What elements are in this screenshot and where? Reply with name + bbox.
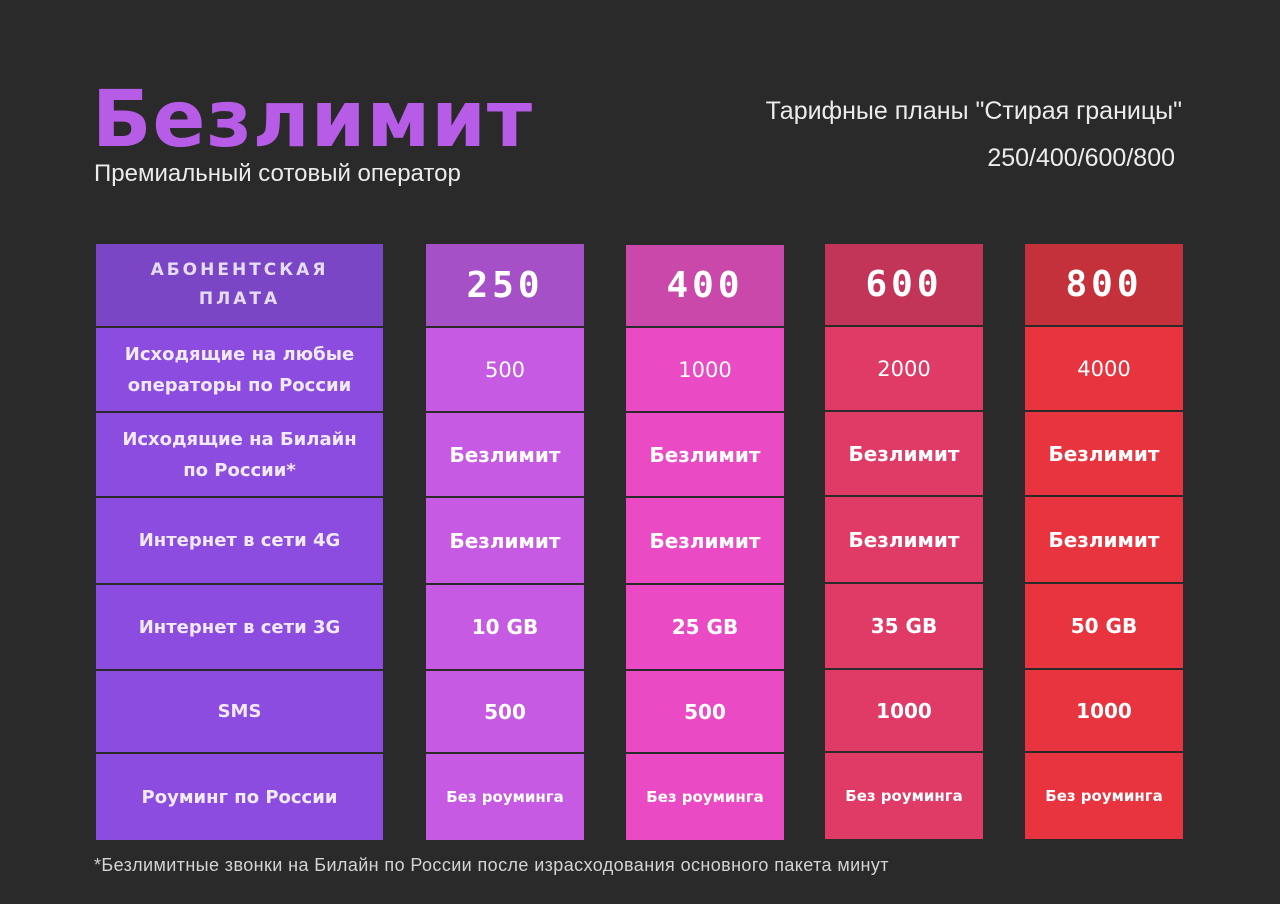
plan-cell: Без роуминга [426, 754, 584, 840]
label-outgoing-any: Исходящие на любые операторы по России [124, 343, 355, 396]
plan-column-250[interactable]: 250 500 Безлимит Безлимит 10 GB 500 Без … [426, 244, 584, 840]
label-cell: SMS [96, 671, 383, 752]
footnote: *Безлимитные звонки на Билайн по России … [94, 855, 889, 875]
plan-value-internet-4g: Безлимит [848, 527, 960, 552]
plan-cell: Безлимит [1025, 412, 1183, 495]
plan-value-internet-3g: 50 GB [1070, 614, 1138, 638]
plan-cell: Безлимит [426, 413, 584, 496]
plan-value-outgoing-any: 4000 [1077, 356, 1131, 381]
plan-price: 400 [666, 265, 744, 306]
plan-value-outgoing-beeline: Безлимит [848, 441, 960, 466]
plan-cell: 35 GB [825, 584, 983, 668]
labels-column: АБОНЕНТСКАЯ ПЛАТА Исходящие на любые опе… [96, 244, 383, 840]
plan-cell: 4000 [1025, 327, 1183, 410]
plan-value-outgoing-beeline: Безлимит [649, 442, 761, 467]
plan-column-400[interactable]: 400 1000 Безлимит Безлимит 25 GB 500 Без… [626, 245, 784, 840]
label-cell: Исходящие на Билайн по России* [96, 413, 383, 496]
labels-header-cell: АБОНЕНТСКАЯ ПЛАТА [96, 244, 383, 326]
plan-price: 600 [865, 264, 943, 305]
plan-value-internet-4g: Безлимит [649, 528, 761, 553]
plan-cell: 500 [626, 671, 784, 752]
plan-value-outgoing-any: 1000 [678, 357, 732, 382]
labels-header-text: АБОНЕНТСКАЯ ПЛАТА [150, 260, 329, 309]
plan-cell: Безлимит [825, 412, 983, 495]
plan-cell: 2000 [825, 327, 983, 410]
plan-cell: Безлимит [426, 498, 584, 583]
plans-title: Тарифные планы "Стирая границы" [765, 97, 1182, 125]
plan-header-cell[interactable]: 600 [825, 244, 983, 325]
plan-value-sms: 1000 [1076, 698, 1132, 723]
plan-header-cell[interactable]: 400 [626, 245, 784, 326]
label-cell: Интернет в сети 4G [96, 498, 383, 583]
plan-value-outgoing-any: 2000 [877, 356, 931, 381]
plan-value-internet-4g: Безлимит [1048, 527, 1160, 552]
plan-header-cell[interactable]: 250 [426, 244, 584, 326]
label-internet-4g: Интернет в сети 4G [138, 530, 341, 551]
plan-value-internet-3g: 10 GB [471, 615, 539, 639]
label-roaming: Роуминг по России [141, 786, 338, 808]
label-internet-3g: Интернет в сети 3G [138, 616, 341, 638]
label-cell: Роуминг по России [96, 754, 383, 840]
plan-cell: Без роуминга [1025, 753, 1183, 839]
brand-tagline: Премиальный сотовый оператор [94, 160, 461, 187]
label-cell: Исходящие на любые операторы по России [96, 328, 383, 411]
plan-cell: 1000 [1025, 670, 1183, 751]
plan-value-outgoing-beeline: Безлимит [449, 442, 561, 467]
plan-cell: 500 [426, 328, 584, 411]
plan-cell: 1000 [825, 670, 983, 751]
plans-list: 250/400/600/800 [987, 144, 1175, 172]
plan-value-sms: 1000 [876, 698, 932, 723]
brand-title: Безлимит [92, 75, 534, 165]
plan-column-800[interactable]: 800 4000 Безлимит Безлимит 50 GB 1000 Бе… [1025, 244, 1183, 839]
plan-value-outgoing-beeline: Безлимит [1048, 441, 1160, 466]
plan-value-roaming: Без роуминга [845, 787, 963, 805]
plan-cell: 25 GB [626, 585, 784, 669]
plan-value-internet-3g: 25 GB [671, 615, 739, 639]
plan-value-roaming: Без роуминга [446, 788, 564, 806]
plan-cell: Безлимит [626, 413, 784, 496]
plan-value-internet-3g: 35 GB [870, 614, 938, 638]
plan-value-internet-4g: Безлимит [449, 528, 561, 553]
plan-cell: 50 GB [1025, 584, 1183, 668]
plan-column-600[interactable]: 600 2000 Безлимит Безлимит 35 GB 1000 Бе… [825, 244, 983, 839]
plan-cell: 1000 [626, 328, 784, 411]
plan-price: 250 [466, 264, 544, 306]
label-outgoing-beeline: Исходящие на Билайн по России* [122, 428, 357, 481]
plan-cell: 500 [426, 671, 584, 752]
plan-header-cell[interactable]: 800 [1025, 244, 1183, 325]
label-cell: Интернет в сети 3G [96, 585, 383, 669]
plan-value-roaming: Без роуминга [1045, 787, 1163, 805]
plan-price: 800 [1065, 264, 1143, 305]
plan-cell: Безлимит [1025, 497, 1183, 582]
plan-value-sms: 500 [484, 699, 526, 724]
plan-cell: Безлимит [825, 497, 983, 582]
plan-cell: Без роуминга [626, 754, 784, 840]
label-sms: SMS [217, 701, 262, 722]
plan-cell: Безлимит [626, 498, 784, 583]
plan-value-roaming: Без роуминга [646, 788, 764, 806]
plan-value-sms: 500 [684, 699, 726, 724]
plan-value-outgoing-any: 500 [484, 357, 526, 382]
plan-cell: 10 GB [426, 585, 584, 669]
plan-cell: Без роуминга [825, 753, 983, 839]
